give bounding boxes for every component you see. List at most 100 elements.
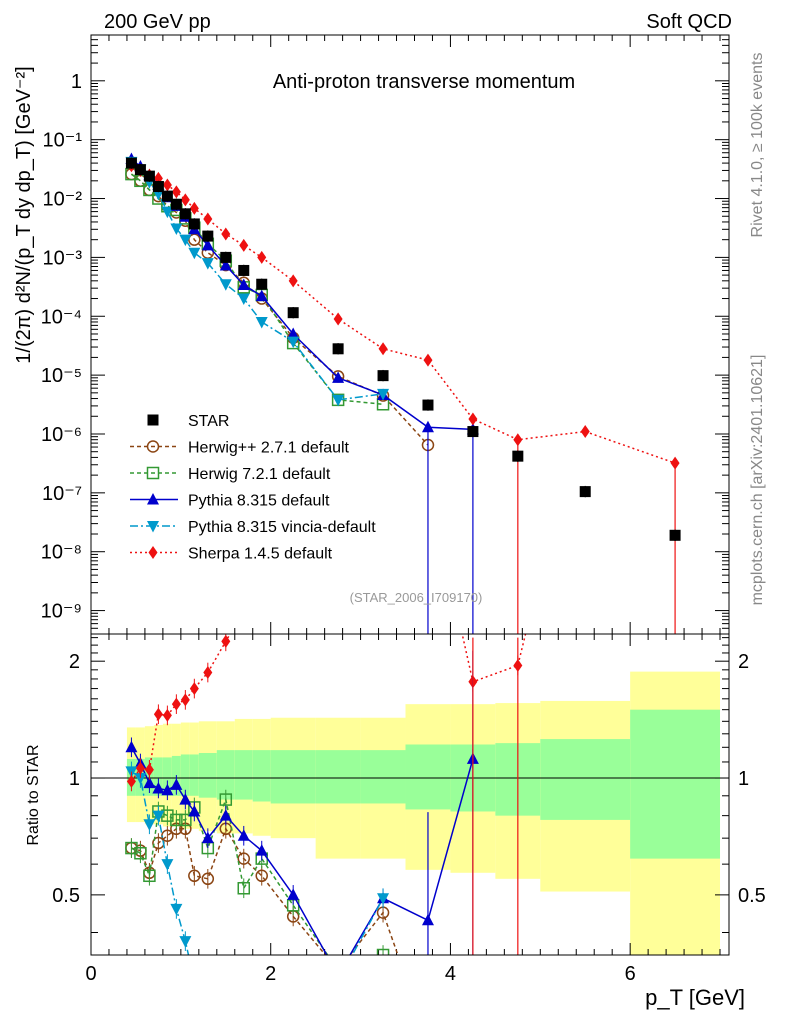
series-point [421,420,434,433]
series-point [580,425,590,439]
ratio-point [203,666,213,680]
ratio-point [376,948,390,955]
ratio-point [162,708,172,722]
x-tick-label: 2 [265,963,276,985]
series-point [237,293,250,306]
data-point [152,181,164,193]
series-point [468,412,478,426]
series-point [201,238,214,251]
series-point [219,279,232,291]
ratio-point [255,869,268,883]
ratio-point [219,809,232,821]
series-point [219,258,232,271]
stat-band-bin [198,753,217,798]
ratio-point [180,693,190,707]
ratio-point [170,778,183,790]
ratio-point [143,776,156,789]
series-herwig-2-7-1-default [125,167,435,452]
series-point [378,342,388,356]
data-point [512,450,524,462]
ratio-axis-title: Ratio to STAR [25,744,42,845]
y-tick-label: 10⁻⁵ [41,365,82,387]
ratio-line [131,827,399,955]
legend-entry: STAR [147,413,229,430]
ratio-point [143,869,156,883]
y-tick-label: 10⁻⁴ [41,306,82,328]
ratio-point [125,740,138,753]
ratio-frame [90,633,730,956]
series-point [333,312,343,326]
series-point [203,212,213,226]
series-point [423,353,433,367]
stat-band-bin [540,739,631,820]
ratio-point [161,809,174,822]
ratio-point [201,831,214,844]
rivet-version-label: Rivet 4.1.0, ≥ 100k events [749,53,766,238]
series-point [161,206,174,219]
legend-label: Sherpa 1.4.5 default [188,546,333,563]
ratio-uncertainty-bands [91,671,729,955]
data-point [579,486,591,498]
legend-label: Herwig 7.2.1 default [188,466,331,483]
legend-marker [146,466,160,480]
ratio-point [161,783,174,796]
ratio-point [152,781,165,794]
stat-band-bin [189,754,199,796]
series-point [171,185,181,199]
ratio-point [201,872,215,886]
series-point [170,223,183,235]
series-point [189,201,199,215]
ratio-tick-label: 2 [69,651,80,673]
ratio-point [170,813,183,827]
ratio-point [144,763,154,777]
series-point [287,327,300,339]
legend-marker [146,440,160,453]
ratio-point [179,793,192,805]
ratio-point [221,634,231,648]
data-point [202,230,214,242]
ratio-point [134,773,147,785]
ratio-point [179,813,192,827]
ratio-series-layer [125,634,527,955]
stat-band-bin [630,709,721,859]
y-tick-label: 10⁻¹ [43,130,83,152]
legend-entry: Herwig 7.2.1 default [130,466,331,483]
legend-label: Herwig++ 2.7.1 default [188,440,350,457]
legend-label: STAR [188,413,229,430]
ratio-point [255,844,268,856]
ratio-point [237,852,251,865]
legend-entry: Pythia 8.315 default [130,493,330,510]
stat-band-bin [180,754,190,796]
series-point [288,274,298,288]
y-tick-label: 1 [71,71,82,93]
axis-labels: 0 2 4 6 10⁻⁹ 10⁻⁸ 10⁻⁷ 10⁻⁶ 10⁻⁵ 10⁻⁴ 10⁻³ 10⁻² 10⁻¹… [13,66,766,1010]
legend-entry: Pythia 8.315 vincia-default [130,519,376,536]
legend-entry: Sherpa 1.4.5 default [130,546,333,563]
ratio-point [152,810,165,823]
series-point [237,278,250,290]
ratio-point [189,682,199,696]
legend-marker [147,493,159,505]
main-frame [90,34,730,635]
ratio-point [377,893,390,905]
y-axis-title: 1/(2π) d²N/(p_T dy dp_T) [GeV⁻²] [13,66,35,363]
ratio-tick-label: 1 [69,768,80,790]
data-point [332,343,344,355]
series-point [239,238,249,252]
stat-band-bin [252,750,271,802]
y-tick-label: 10⁻⁸ [41,542,82,564]
legend-label: Pythia 8.315 vincia-default [188,519,376,536]
ratio-point [287,888,300,900]
energy-label: 200 GeV pp [104,11,211,33]
ratio-tick-label: 0.5 [52,885,80,907]
legend: STAR Herwig++ 2.7.1 default Herwig 7.2.1 d… [130,413,376,563]
stat-band-bin [405,744,451,810]
data-point [287,307,299,319]
ratio-pythia-8-315-default [125,737,479,955]
ratio-point [135,761,145,775]
series-star-data [125,157,681,542]
series-point [332,394,345,407]
ratio-tick-label-right: 1 [738,768,749,790]
legend-label: Pythia 8.315 default [188,493,330,510]
